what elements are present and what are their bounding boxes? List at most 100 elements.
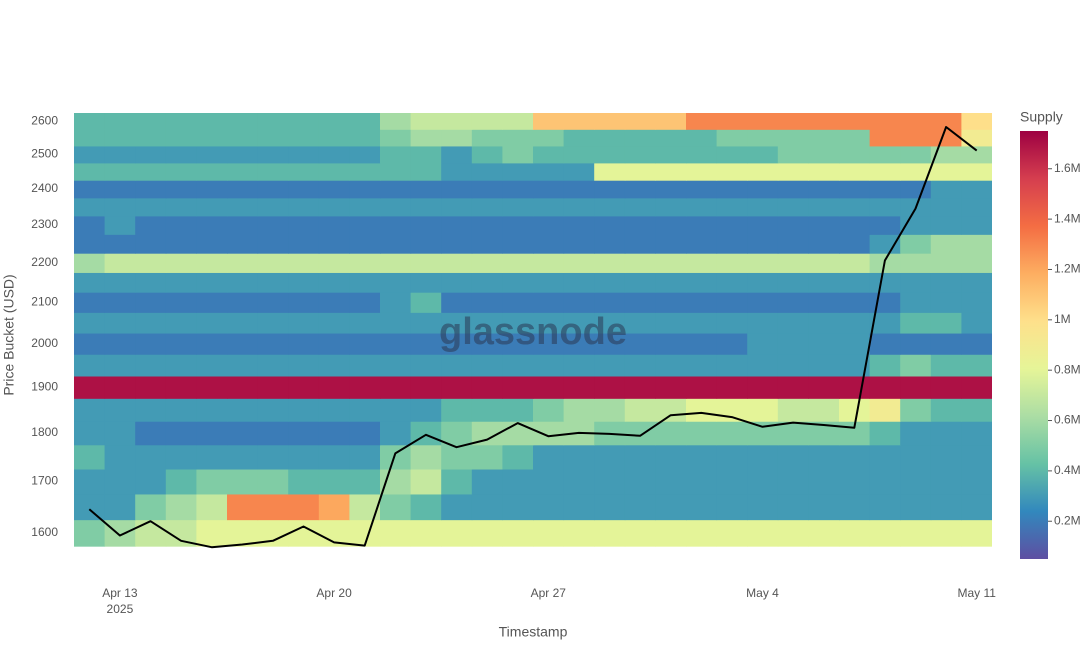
heatmap-cell [380,162,412,181]
heatmap-cell [135,215,167,235]
price-line [88,126,978,549]
heatmap-cell [594,333,626,355]
heatmap-cell [686,398,718,422]
heatmap-cell [104,113,136,130]
heatmap-cell [196,469,228,495]
heatmap-cell [747,398,779,422]
heatmap-cell [655,354,687,377]
heatmap-cell [655,197,687,217]
colorbar-title: Supply [1020,109,1063,125]
heatmap-cell [288,444,320,470]
heatmap-cell [900,272,932,293]
heatmap-cell [747,215,779,235]
heatmap-cell [686,421,718,446]
heatmap-cell [74,234,106,254]
heatmap-cell [441,312,473,334]
heatmap-cell [808,333,840,355]
heatmap-cell [533,253,565,273]
heatmap-cell [502,145,534,164]
heatmap-cell [380,253,412,273]
heatmap-cell [839,272,871,293]
heatmap-cell [441,421,473,446]
heatmap-cell [135,113,167,130]
heatmap-cell [227,398,259,422]
heatmap-cell [961,113,992,130]
heatmap-cell [839,398,871,422]
heatmap-cell [502,180,534,199]
heatmap-cell [288,215,320,235]
heatmap-cell [594,113,626,130]
colorbar-tick-label: 0.6M [1054,413,1081,427]
heatmap-cell [716,272,748,293]
heatmap-cell [257,215,289,235]
heatmap-cell [655,469,687,495]
heatmap-cell [747,333,779,355]
heatmap-cell [196,333,228,355]
heatmap-cell [808,234,840,254]
heatmap-cell [257,162,289,181]
heatmap-cell [808,253,840,273]
heatmap-cell [533,129,565,147]
heatmap-cell [349,469,381,495]
heatmap-cell [716,197,748,217]
heatmap-cell [196,519,228,547]
heatmap-cell [165,197,197,217]
heatmap-cell [900,376,932,399]
heatmap-cell [716,129,748,147]
heatmap-cell [869,444,901,470]
colorbar-tick-label: 0.2M [1054,513,1081,527]
heatmap-cell [227,312,259,334]
heatmap-cell [594,444,626,470]
heatmap-cell [441,519,473,547]
heatmap-cell [961,180,992,199]
heatmap-cell [533,162,565,181]
heatmap-cell [135,129,167,147]
heatmap-cell [747,469,779,495]
heatmap-cell [227,180,259,199]
heatmap-cell [716,215,748,235]
heatmap-cell [900,312,932,334]
heatmap-cell [686,444,718,470]
heatmap-cell [196,493,228,521]
heatmap-cell [471,272,503,293]
y-tick-label: 2100 [31,294,58,308]
heatmap-cell [441,180,473,199]
heatmap-cell [471,469,503,495]
heatmap-cell [655,376,687,399]
heatmap-cell [165,469,197,495]
heatmap-cell [716,253,748,273]
heatmap-cell [165,145,197,164]
heatmap-cell [900,180,932,199]
watermark: glassnode [439,311,627,353]
heatmap-cell [594,376,626,399]
heatmap-cell [563,333,595,355]
heatmap-cell [165,398,197,422]
heatmap-cell [747,272,779,293]
heatmap-cell [104,180,136,199]
heatmap-cell [869,197,901,217]
heatmap-cell [563,180,595,199]
heatmap-cell [349,493,381,521]
heatmap-cell [288,333,320,355]
heatmap-cell [777,444,809,470]
heatmap-cell [686,333,718,355]
heatmap-cell [288,272,320,293]
heatmap-cell [196,376,228,399]
heatmap-cell [410,398,442,422]
heatmap-cell [961,234,992,254]
heatmap-cell [594,354,626,377]
heatmap-cell [839,376,871,399]
heatmap-cell [777,376,809,399]
heatmap-cell [349,129,381,147]
heatmap-cell [380,234,412,254]
heatmap-cell [869,398,901,422]
heatmap-cell [288,197,320,217]
heatmap-cell [563,162,595,181]
heatmap-cell [104,398,136,422]
heatmap-cell [74,493,106,521]
heatmap-cell [594,398,626,422]
heatmap-cell [74,519,106,547]
heatmap-cell [288,398,320,422]
heatmap-cell [196,162,228,181]
heatmap-cell [594,145,626,164]
